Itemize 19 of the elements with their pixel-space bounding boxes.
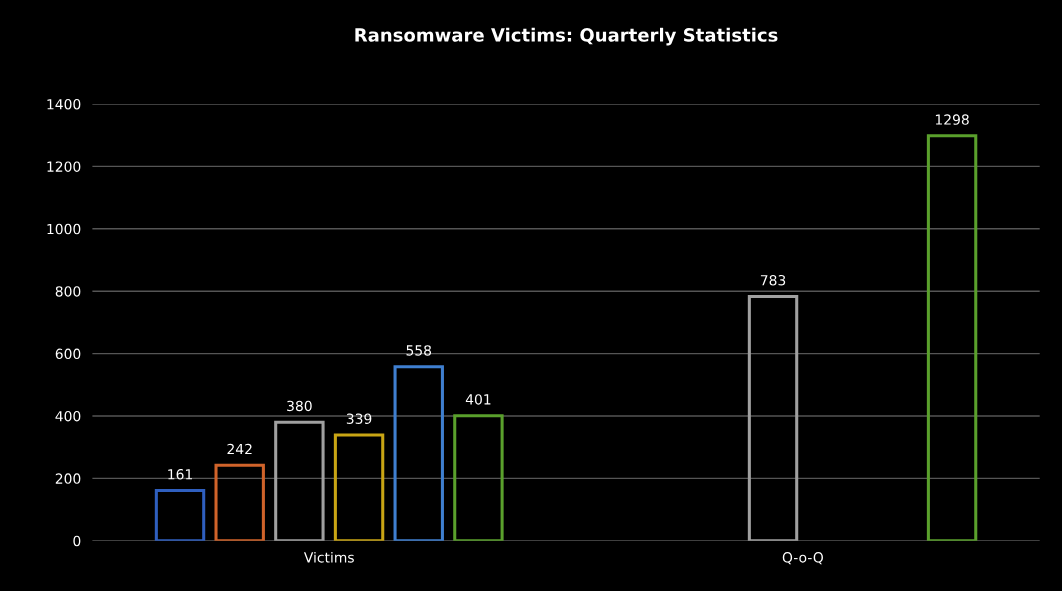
data-label: 161 bbox=[168, 469, 192, 480]
chart-title: Ransomware Victims: Quarterly Statistics bbox=[355, 27, 778, 46]
data-label: 380 bbox=[287, 400, 312, 412]
y-tick-label: 1000 bbox=[47, 223, 81, 235]
data-label: 339 bbox=[346, 413, 372, 424]
y-tick-label: 200 bbox=[55, 473, 81, 484]
x-tick-label: Victims bbox=[303, 551, 354, 563]
data-label: 783 bbox=[760, 274, 786, 286]
y-tick-label: 600 bbox=[55, 348, 81, 360]
y-tick-label: 0 bbox=[73, 535, 81, 547]
data-label: 242 bbox=[227, 443, 252, 455]
data-label: 401 bbox=[465, 394, 491, 405]
data-label: 1298 bbox=[935, 114, 969, 125]
x-tick-label: Q-o-Q bbox=[782, 552, 823, 565]
data-label: 558 bbox=[406, 345, 432, 356]
y-tick-label: 1400 bbox=[47, 98, 81, 110]
y-tick-label: 1200 bbox=[47, 161, 81, 172]
y-tick-label: 400 bbox=[55, 410, 81, 422]
y-tick-label: 800 bbox=[55, 286, 81, 297]
